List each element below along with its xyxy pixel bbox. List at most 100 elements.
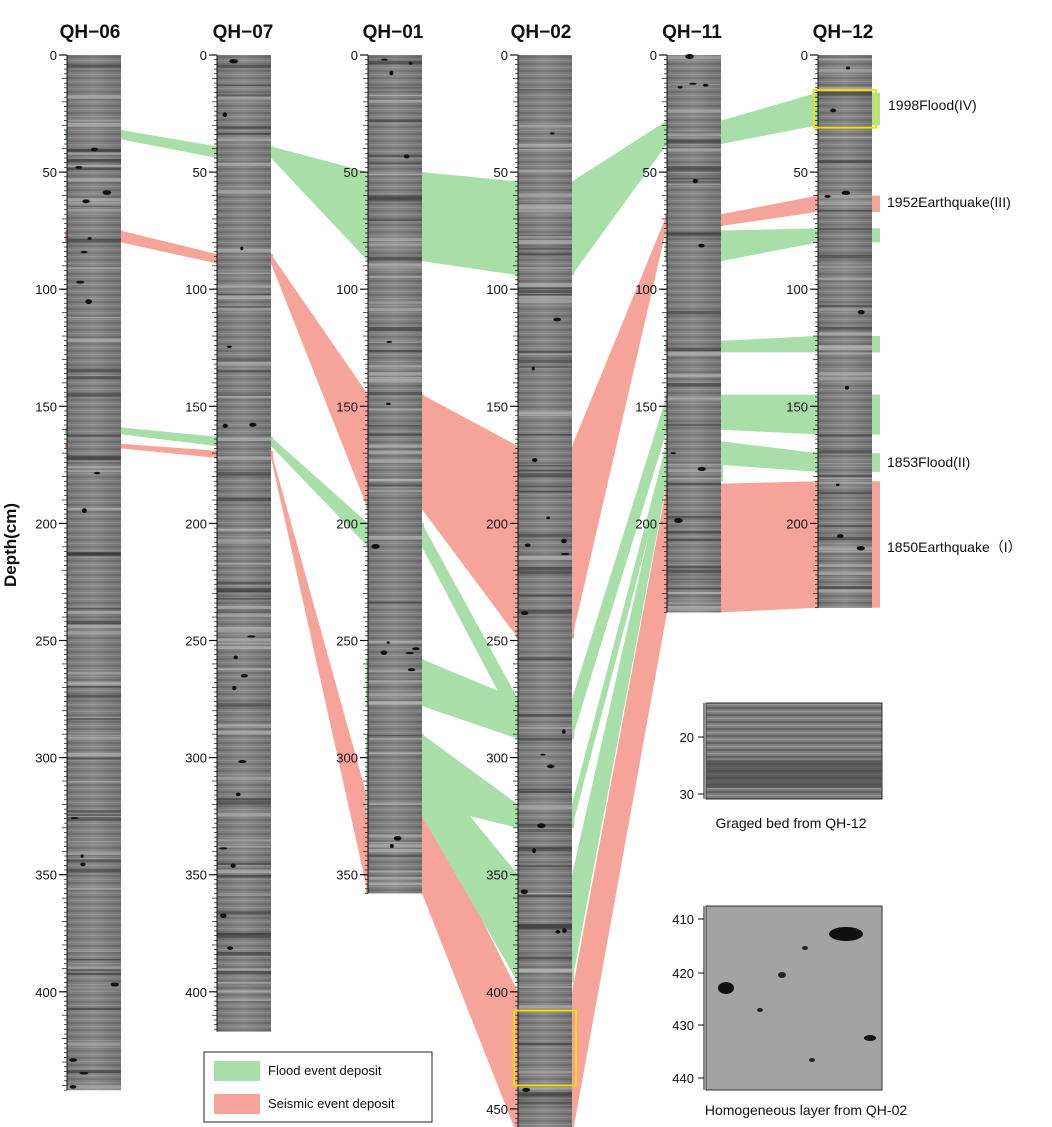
core-void [520, 889, 528, 895]
core-lamina [67, 685, 121, 688]
core-lamina [217, 862, 271, 865]
depth-tick-label: 200 [185, 516, 207, 531]
core-lamina [368, 350, 422, 353]
core-qh-12: 0 50 100 150 200 [786, 48, 872, 609]
core-lamina [67, 393, 121, 397]
core-shading [667, 55, 721, 613]
core-lamina [518, 351, 572, 354]
core-lamina [217, 362, 271, 366]
flood-band-link-0 [121, 129, 217, 159]
core-title-qh-11: QH−11 [662, 22, 722, 43]
core-qh-06: 0 50 100 150 200 250 300 350 400 [35, 48, 121, 1091]
core-lamina [67, 466, 121, 469]
core-lamina [368, 243, 422, 247]
core-lamina [667, 463, 721, 466]
depth-tick-label: 250 [35, 634, 57, 649]
core-lamina [217, 798, 271, 801]
core-void [233, 655, 238, 660]
core-lamina [518, 790, 572, 793]
core-lamina [518, 956, 572, 960]
core-lamina [518, 465, 572, 467]
inset-clast [829, 927, 863, 941]
core-lamina [368, 256, 422, 261]
core-lamina [518, 594, 572, 597]
core-lamina [518, 727, 572, 730]
core-void [393, 836, 402, 841]
core-lamina [818, 352, 872, 355]
core-lamina [518, 240, 572, 244]
core-void [835, 483, 840, 487]
core-lamina [368, 444, 422, 448]
core-lamina [67, 95, 121, 99]
core-lamina [518, 490, 572, 493]
core-lamina [667, 609, 721, 611]
core-lamina [67, 610, 121, 614]
inset-homogeneous-tick-label: 430 [672, 1018, 694, 1033]
core-lamina [518, 209, 572, 213]
depth-tick-label: 100 [486, 282, 508, 297]
core-lamina [667, 530, 721, 534]
depth-tick-label: 150 [635, 399, 657, 414]
core-lamina [518, 928, 572, 930]
core-lamina [368, 155, 422, 158]
core-lamina [368, 99, 422, 103]
core-lamina [368, 535, 422, 540]
core-lamina [667, 55, 721, 60]
core-lamina [818, 305, 872, 308]
core-lamina [368, 60, 422, 65]
cores: 0501001502002503003504000501001502002503… [35, 48, 872, 1127]
depth-tick-label: 50 [193, 165, 207, 180]
core-lamina [217, 630, 271, 633]
core-lamina [217, 94, 271, 96]
core-lamina [67, 695, 121, 698]
core-lamina [518, 287, 572, 290]
core-lamina [818, 266, 872, 268]
core-lamina [368, 433, 422, 436]
core-lamina [518, 89, 572, 91]
core-lamina [818, 254, 872, 259]
core-lamina [217, 869, 271, 874]
core-lamina [667, 347, 721, 352]
core-lamina [818, 572, 872, 575]
core-lamina [217, 812, 271, 817]
flood-band-link-2 [721, 228, 818, 262]
core-lamina [368, 393, 422, 395]
core-lamina [368, 195, 422, 200]
core-lamina [217, 295, 271, 300]
core-lamina [818, 376, 872, 381]
depth-tick-label: 100 [35, 282, 57, 297]
core-lamina [67, 202, 121, 206]
core-lamina [217, 968, 271, 971]
core-lamina [818, 474, 872, 477]
depth-tick-label: 200 [486, 516, 508, 531]
flood-band-link-0 [721, 92, 818, 144]
core-void [75, 165, 83, 169]
core-lamina [368, 341, 422, 343]
depth-tick-label: 250 [336, 634, 358, 649]
core-lamina [518, 924, 572, 929]
core-lamina [368, 876, 422, 880]
seismic-band-link-5 [721, 481, 818, 613]
core-lamina [818, 210, 872, 212]
core-title-qh-07: QH−07 [213, 22, 274, 43]
core-lamina [368, 870, 422, 873]
core-void [561, 538, 567, 544]
core-void [110, 982, 119, 987]
flood-band-link-8 [572, 453, 667, 983]
legend-seismic-swatch [214, 1094, 260, 1114]
core-lamina [368, 601, 422, 604]
core-lamina [217, 668, 271, 671]
core-lamina [818, 58, 872, 61]
core-lamina [518, 609, 572, 614]
core-lamina [67, 950, 121, 952]
core-lamina [667, 592, 721, 594]
core-void [76, 280, 85, 284]
core-lamina [368, 197, 422, 202]
core-lamina [368, 87, 422, 89]
core-lamina [217, 911, 271, 915]
core-lamina [67, 869, 121, 873]
core-void [381, 58, 388, 61]
core-void [380, 650, 388, 655]
core-lamina [667, 232, 721, 237]
core-lamina [518, 828, 572, 832]
